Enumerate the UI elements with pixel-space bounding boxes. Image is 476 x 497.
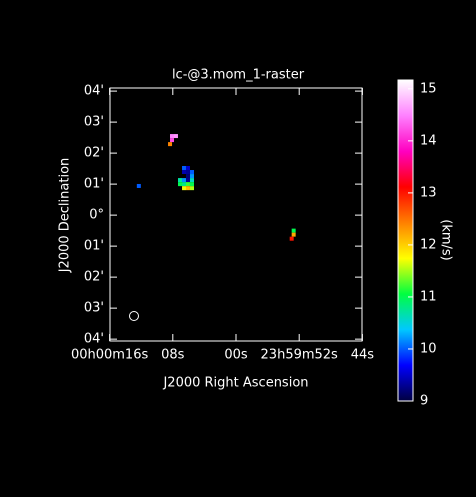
pixel [177,182,182,187]
pixel [185,182,190,187]
pixel [185,165,190,170]
pixel [182,186,187,191]
colorbar-tick-label: 14 [420,133,437,148]
pixel [189,170,194,175]
x-axis-label: J2000 Right Ascension [162,376,308,391]
pixel [177,178,182,183]
colorbar-tick-label: 10 [420,341,437,356]
pixel [182,178,187,183]
y-tick-label: 01' [84,239,104,254]
pixel [173,134,178,139]
x-tick-label: 23h59m52s [261,348,339,363]
pixel [182,165,187,170]
chart-title: lc-@3.mom_1-raster [172,68,305,83]
y-tick-label: 03' [84,301,104,316]
pixel [185,186,190,191]
y-tick-label: 03' [84,115,104,130]
beam [129,311,139,321]
y-tick-label: 0° [89,208,104,223]
colorbar-tick-label: 13 [420,185,437,200]
pixel [182,170,187,175]
pixel [189,174,194,179]
pixel [185,170,190,175]
pixel [289,236,294,241]
colorbar-tick-label: 15 [420,81,437,96]
pixel [291,228,296,233]
y-tick-label: 04' [84,332,104,347]
colorbar-tick-label: 11 [420,289,437,304]
x-tick-label: 00s [224,348,248,363]
colorbar-tick-label: 9 [420,394,428,409]
colorbar [397,79,414,402]
colorbar-tick-label: 12 [420,237,437,252]
pixel [185,178,190,183]
pixel [170,134,175,139]
pixel [291,232,296,237]
pixel [189,178,194,183]
pixel [189,186,194,191]
y-tick-label: 02' [84,270,104,285]
pixel [136,183,141,188]
y-tick-label: 02' [84,146,104,161]
pixel [185,174,190,179]
pixel [168,142,173,147]
pixel [170,138,175,143]
y-tick-label: 01' [84,177,104,192]
y-tick-label: 04' [84,84,104,99]
x-tick-label: 08s [161,348,185,363]
x-tick-label: 44s [351,348,375,363]
x-tick-label: 00h00m16s [71,348,149,363]
pixel [182,182,187,187]
colorbar-label: (km/s) [439,219,454,261]
pixel [189,182,194,187]
y-axis-label: J2000 Declination [58,158,73,274]
